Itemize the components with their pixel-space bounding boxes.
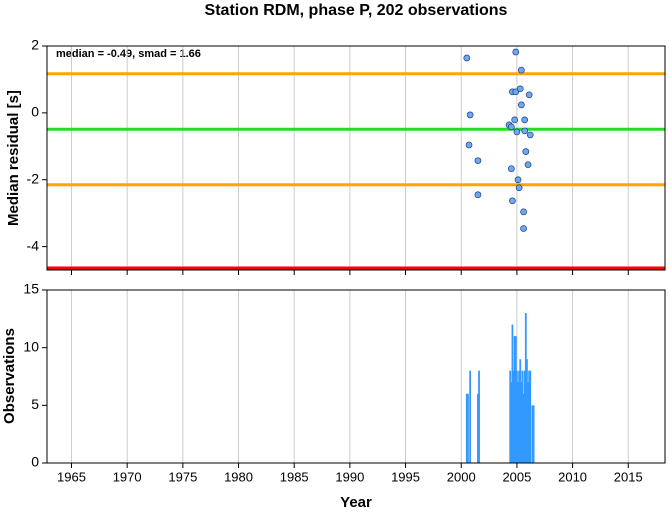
bar: [528, 370, 531, 463]
y-axis-label: Observations: [1, 328, 18, 424]
point: [516, 85, 524, 93]
x-tick-label: 2015: [614, 469, 643, 484]
x-tick-label: 1995: [391, 469, 420, 484]
bar: [520, 382, 523, 463]
bar: [517, 382, 519, 463]
x-tick-label: 1980: [224, 469, 253, 484]
point: [466, 111, 474, 119]
point: [515, 184, 523, 192]
point: [507, 123, 515, 131]
point: [525, 91, 533, 99]
plot-frame: [46, 45, 666, 271]
x-tick-label: 1985: [280, 469, 309, 484]
point: [514, 176, 522, 184]
point: [512, 48, 520, 56]
x-tick-label: 1970: [113, 469, 142, 484]
bar: [478, 370, 480, 463]
y-tick-label: 0: [31, 104, 39, 120]
point: [521, 116, 529, 124]
plot-frame: [46, 289, 666, 464]
x-tick-label: 2010: [558, 469, 587, 484]
bar: [477, 393, 479, 463]
point: [509, 197, 516, 205]
point: [513, 128, 521, 136]
point: [465, 141, 473, 149]
y-tick-label: 5: [31, 396, 39, 412]
point: [521, 127, 529, 135]
point: [520, 225, 527, 232]
y-axis-label: Median residual [s]: [5, 90, 22, 226]
point: [474, 191, 482, 199]
bar: [465, 393, 468, 463]
bar: [509, 370, 512, 463]
x-axis-label: Year: [340, 494, 372, 511]
point: [524, 161, 532, 169]
point: [518, 101, 525, 109]
bar: [510, 382, 513, 463]
point: [518, 66, 525, 74]
y-tick-label: -2: [27, 170, 40, 186]
point: [507, 165, 515, 173]
x-tick-label: 1965: [57, 469, 86, 484]
bar: [532, 405, 535, 463]
bar: [518, 370, 521, 463]
x-tick-label: 1990: [335, 469, 364, 484]
x-tick-label: 2000: [447, 469, 476, 484]
point: [511, 116, 519, 124]
bar: [529, 370, 532, 463]
point: [526, 131, 534, 139]
y-tick-label: 15: [23, 281, 39, 297]
point: [463, 54, 471, 62]
y-tick-label: 0: [31, 454, 39, 470]
bar: [516, 370, 518, 463]
chart-title: Station RDM, phase P, 202 observations: [205, 2, 508, 19]
bar: [527, 382, 529, 463]
bar: [512, 370, 515, 463]
bar: [513, 336, 516, 463]
point: [522, 148, 530, 155]
bar: [469, 370, 472, 463]
bar: [523, 370, 526, 463]
bar: [521, 370, 524, 463]
bar: [514, 336, 517, 463]
x-tick-label: 1975: [168, 469, 197, 484]
bar: [531, 405, 534, 463]
y-tick-label: -4: [27, 237, 40, 253]
y-tick-label: 2: [31, 37, 39, 53]
point: [474, 157, 482, 165]
bar: [524, 313, 527, 463]
x-tick-label: 2005: [502, 469, 531, 484]
y-tick-label: 10: [23, 338, 39, 354]
bar: [526, 359, 528, 463]
bar: [467, 393, 469, 463]
bar: [519, 359, 522, 463]
bar: [511, 324, 514, 463]
point: [520, 208, 527, 216]
annotation: median = -0.49, smad = 1.66: [56, 48, 201, 60]
bar: [522, 393, 525, 463]
